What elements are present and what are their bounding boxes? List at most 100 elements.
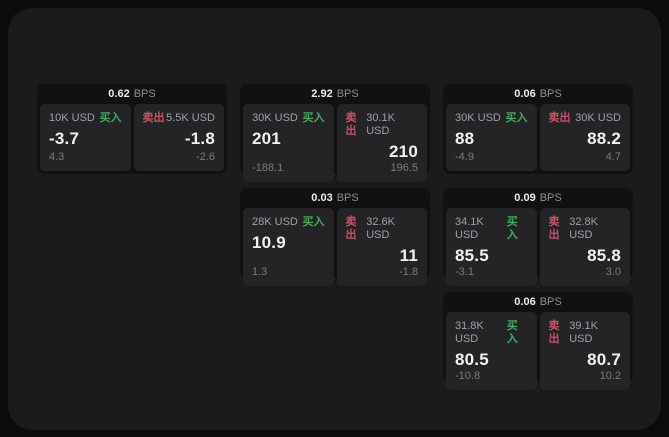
sell-panel[interactable]: 卖出 39.1K USD 80.7 10.2 (539, 312, 630, 390)
buy-panel-top: 31.8K USD 买入 (455, 320, 528, 346)
card-header: 0.06 BPS (443, 84, 633, 104)
quote-card: 0.06 BPS 31.8K USD 买入 80.5 -10.8 卖 (443, 292, 633, 390)
quote-card: 0.62 BPS 10K USD 买入 -3.7 4.3 卖出 (37, 84, 227, 174)
buy-sub-value: 1.3 (252, 266, 268, 278)
buy-price: 10.9 (252, 233, 286, 252)
buy-button[interactable]: 买入 (302, 112, 325, 124)
sell-sub-value: 3.0 (605, 266, 621, 278)
sell-panel[interactable]: 卖出 32.8K USD 85.8 3.0 (539, 208, 630, 286)
sell-panel-top: 卖出 39.1K USD (549, 320, 622, 346)
buy-panel[interactable]: 28K USD 买入 10.9 1.3 (243, 208, 334, 286)
buy-amount: 34.1K USD (455, 216, 484, 241)
bps-value: 2.92 (311, 88, 333, 100)
quote-panels: 28K USD 买入 10.9 1.3 卖出 32.6K USD 11 -1.8 (240, 208, 430, 289)
bps-unit-label: BPS (539, 296, 562, 308)
buy-panel[interactable]: 10K USD 买入 -3.7 4.3 (40, 104, 131, 171)
buy-button[interactable]: 买入 (302, 216, 325, 228)
sell-sub-value: 10.2 (599, 370, 621, 382)
sell-panel-top: 卖出 32.6K USD (346, 216, 419, 242)
bps-unit-label: BPS (336, 88, 359, 100)
sell-button[interactable]: 卖出 (548, 216, 560, 241)
quote-panels: 34.1K USD 买入 85.5 -3.1 卖出 32.8K USD 85.8… (443, 208, 633, 289)
quote-panels: 31.8K USD 买入 80.5 -10.8 卖出 39.1K USD 80.… (443, 312, 633, 393)
quote-panels: 10K USD 买入 -3.7 4.3 卖出 5.5K USD -1.8 -2.… (37, 104, 227, 174)
sell-price: 88.2 (587, 129, 621, 148)
sell-price: -1.8 (184, 129, 215, 148)
buy-price: 85.5 (455, 246, 489, 265)
bps-value: 0.06 (514, 88, 536, 100)
buy-amount: 10K USD (49, 112, 95, 124)
buy-panel-top: 28K USD 买入 (252, 216, 325, 229)
card-header: 0.06 BPS (443, 292, 633, 312)
sell-panel-top: 卖出 30K USD (549, 112, 622, 125)
sell-button[interactable]: 卖出 (345, 216, 357, 241)
buy-amount: 31.8K USD (455, 320, 484, 345)
bps-value: 0.09 (514, 192, 536, 204)
card-header: 0.03 BPS (240, 188, 430, 208)
buy-button[interactable]: 买入 (506, 216, 518, 241)
buy-panel[interactable]: 31.8K USD 买入 80.5 -10.8 (446, 312, 537, 390)
sell-panel[interactable]: 卖出 5.5K USD -1.8 -2.6 (133, 104, 224, 171)
sell-panel[interactable]: 卖出 30K USD 88.2 4.7 (539, 104, 630, 171)
quote-card: 0.09 BPS 34.1K USD 买入 85.5 -3.1 卖出 (443, 188, 633, 286)
bps-unit-label: BPS (539, 88, 562, 100)
card-header: 0.62 BPS (37, 84, 227, 104)
sell-price: 80.7 (587, 350, 621, 369)
bps-value: 0.03 (311, 192, 333, 204)
app-window: 0.62 BPS 10K USD 买入 -3.7 4.3 卖出 (8, 8, 661, 430)
buy-sub-value: -10.8 (455, 370, 481, 382)
sell-price: 85.8 (587, 246, 621, 265)
buy-panel-top: 10K USD 买入 (49, 112, 122, 125)
buy-price: 80.5 (455, 350, 489, 369)
sell-panel-top: 卖出 32.8K USD (549, 216, 622, 242)
buy-price: 201 (252, 129, 281, 148)
buy-sub-value: -4.9 (455, 151, 474, 163)
buy-panel-top: 34.1K USD 买入 (455, 216, 528, 242)
buy-panel-top: 30K USD 买入 (252, 112, 325, 125)
buy-button[interactable]: 买入 (505, 112, 528, 124)
sell-sub-value: 4.7 (605, 151, 621, 163)
sell-panel-top: 卖出 30.1K USD (346, 112, 419, 138)
sell-button[interactable]: 卖出 (142, 112, 165, 124)
sell-button[interactable]: 卖出 (548, 112, 571, 124)
sell-amount: 32.8K USD (569, 216, 598, 241)
bps-unit-label: BPS (539, 192, 562, 204)
sell-amount: 30K USD (575, 112, 621, 124)
sell-price: 11 (399, 246, 418, 265)
buy-amount: 30K USD (252, 112, 298, 124)
buy-price: -3.7 (49, 129, 80, 148)
buy-price: 88 (455, 129, 475, 148)
bps-unit-label: BPS (336, 192, 359, 204)
sell-sub-value: -1.8 (399, 266, 418, 278)
sell-sub-value: 196.5 (390, 162, 418, 174)
buy-panel-top: 30K USD 买入 (455, 112, 528, 125)
quote-card: 0.06 BPS 30K USD 买入 88 -4.9 卖出 (443, 84, 633, 174)
bps-unit-label: BPS (133, 88, 156, 100)
sell-button[interactable]: 卖出 (345, 112, 357, 137)
buy-button[interactable]: 买入 (99, 112, 122, 124)
sell-amount: 5.5K USD (166, 112, 215, 124)
buy-button[interactable]: 买入 (506, 320, 518, 345)
quote-panels: 30K USD 买入 88 -4.9 卖出 30K USD 88.2 4.7 (443, 104, 633, 174)
bps-value: 0.62 (108, 88, 130, 100)
buy-panel[interactable]: 30K USD 买入 201 -188.1 (243, 104, 334, 182)
buy-sub-value: -188.1 (252, 162, 284, 174)
sell-amount: 39.1K USD (569, 320, 598, 345)
sell-price: 210 (389, 142, 418, 161)
buy-panel[interactable]: 34.1K USD 买入 85.5 -3.1 (446, 208, 537, 286)
sell-amount: 30.1K USD (366, 112, 395, 137)
buy-panel[interactable]: 30K USD 买入 88 -4.9 (446, 104, 537, 171)
sell-sub-value: -2.6 (196, 151, 215, 163)
buy-sub-value: 4.3 (49, 151, 65, 163)
sell-button[interactable]: 卖出 (548, 320, 560, 345)
card-header: 2.92 BPS (240, 84, 430, 104)
sell-panel[interactable]: 卖出 30.1K USD 210 196.5 (336, 104, 427, 182)
bps-value: 0.06 (514, 296, 536, 308)
quote-card: 0.03 BPS 28K USD 买入 10.9 1.3 卖出 (240, 188, 430, 286)
buy-amount: 28K USD (252, 216, 298, 228)
sell-panel[interactable]: 卖出 32.6K USD 11 -1.8 (336, 208, 427, 286)
sell-panel-top: 卖出 5.5K USD (143, 112, 216, 125)
quote-card-grid: 0.62 BPS 10K USD 买入 -3.7 4.3 卖出 (37, 84, 633, 390)
card-header: 0.09 BPS (443, 188, 633, 208)
buy-sub-value: -3.1 (455, 266, 474, 278)
